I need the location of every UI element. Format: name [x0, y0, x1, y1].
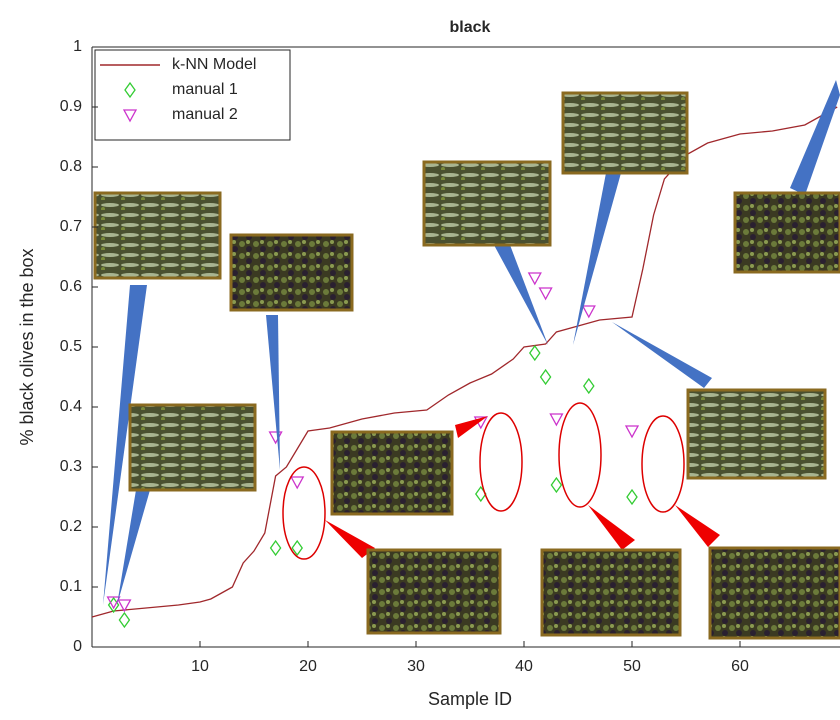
- triangle-marker: [106, 596, 121, 610]
- callout: [494, 245, 548, 345]
- legend: k-NN Model manual 1 manual 2: [94, 49, 291, 141]
- x-tick-label: 30: [407, 658, 425, 675]
- photo: [93, 191, 222, 280]
- y-tick-label: 0.5: [60, 338, 82, 355]
- model-line: [91, 106, 838, 618]
- y-tick-label: 0.1: [60, 578, 82, 595]
- diamond-marker: [583, 377, 595, 395]
- annotations: [93, 80, 840, 640]
- highlight: [282, 466, 326, 560]
- photo: [708, 546, 840, 640]
- y-tick-label: 1: [73, 38, 82, 55]
- triangle-marker: [581, 305, 596, 319]
- y-tick-label: 0.9: [60, 98, 82, 115]
- y-axis-label: % black olives in the box: [17, 248, 37, 445]
- photo: [128, 403, 257, 492]
- diamond-marker: [107, 596, 120, 614]
- y-tick-label: 0.7: [60, 218, 82, 235]
- callout: [325, 520, 375, 558]
- chart-title: black: [450, 19, 491, 36]
- x-axis-label: Sample ID: [428, 689, 512, 709]
- legend-label: manual 1: [172, 81, 238, 98]
- triangle-marker: [117, 599, 132, 613]
- y-tick-label: 0.6: [60, 278, 82, 295]
- diamond-marker: [269, 539, 282, 557]
- diamond-marker: [550, 476, 563, 494]
- photo: [686, 388, 827, 480]
- x-tick-label: 40: [515, 658, 533, 675]
- photo: [540, 548, 682, 637]
- y-tick-label: 0: [73, 638, 82, 655]
- y-tick-label: 0.3: [60, 458, 82, 475]
- x-tick-label: 50: [623, 658, 641, 675]
- plot-area: [91, 106, 838, 629]
- highlight: [558, 402, 602, 508]
- y-tick-label: 0.4: [60, 398, 82, 415]
- triangle-marker: [624, 425, 640, 439]
- x-tick-label: 10: [191, 658, 209, 675]
- y-tick-label: 0.8: [60, 158, 82, 175]
- highlight: [641, 415, 685, 513]
- triangle-marker: [527, 272, 542, 286]
- diamond-marker: [529, 344, 541, 362]
- callout: [588, 505, 635, 550]
- callout: [675, 505, 720, 547]
- x-tick-label: 60: [731, 658, 749, 675]
- triangle-marker: [549, 413, 564, 427]
- photo: [733, 191, 840, 274]
- triangle-marker: [122, 109, 138, 123]
- triangle-marker: [538, 287, 553, 301]
- legend-label: k-NN Model: [172, 56, 256, 73]
- callout: [612, 322, 712, 388]
- callout: [103, 285, 147, 605]
- photo: [366, 548, 502, 635]
- diamond-marker: [118, 611, 131, 629]
- photo: [330, 430, 454, 516]
- diamond-marker: [626, 488, 638, 506]
- y-tick-label: 0.2: [60, 518, 82, 535]
- x-tick-label: 20: [299, 658, 317, 675]
- callout: [573, 173, 621, 345]
- callout: [117, 490, 150, 605]
- diamond-marker: [539, 368, 552, 386]
- callout: [455, 416, 488, 438]
- legend-label: manual 2: [172, 106, 238, 123]
- photo: [561, 91, 689, 175]
- photo: [422, 160, 552, 247]
- highlight: [479, 412, 523, 512]
- callout: [266, 315, 280, 470]
- diamond-marker: [291, 539, 303, 557]
- photo: [229, 233, 354, 312]
- callout: [790, 80, 840, 195]
- triangle-marker: [290, 476, 305, 490]
- triangle-marker: [268, 431, 283, 445]
- diamond-marker: [124, 81, 136, 99]
